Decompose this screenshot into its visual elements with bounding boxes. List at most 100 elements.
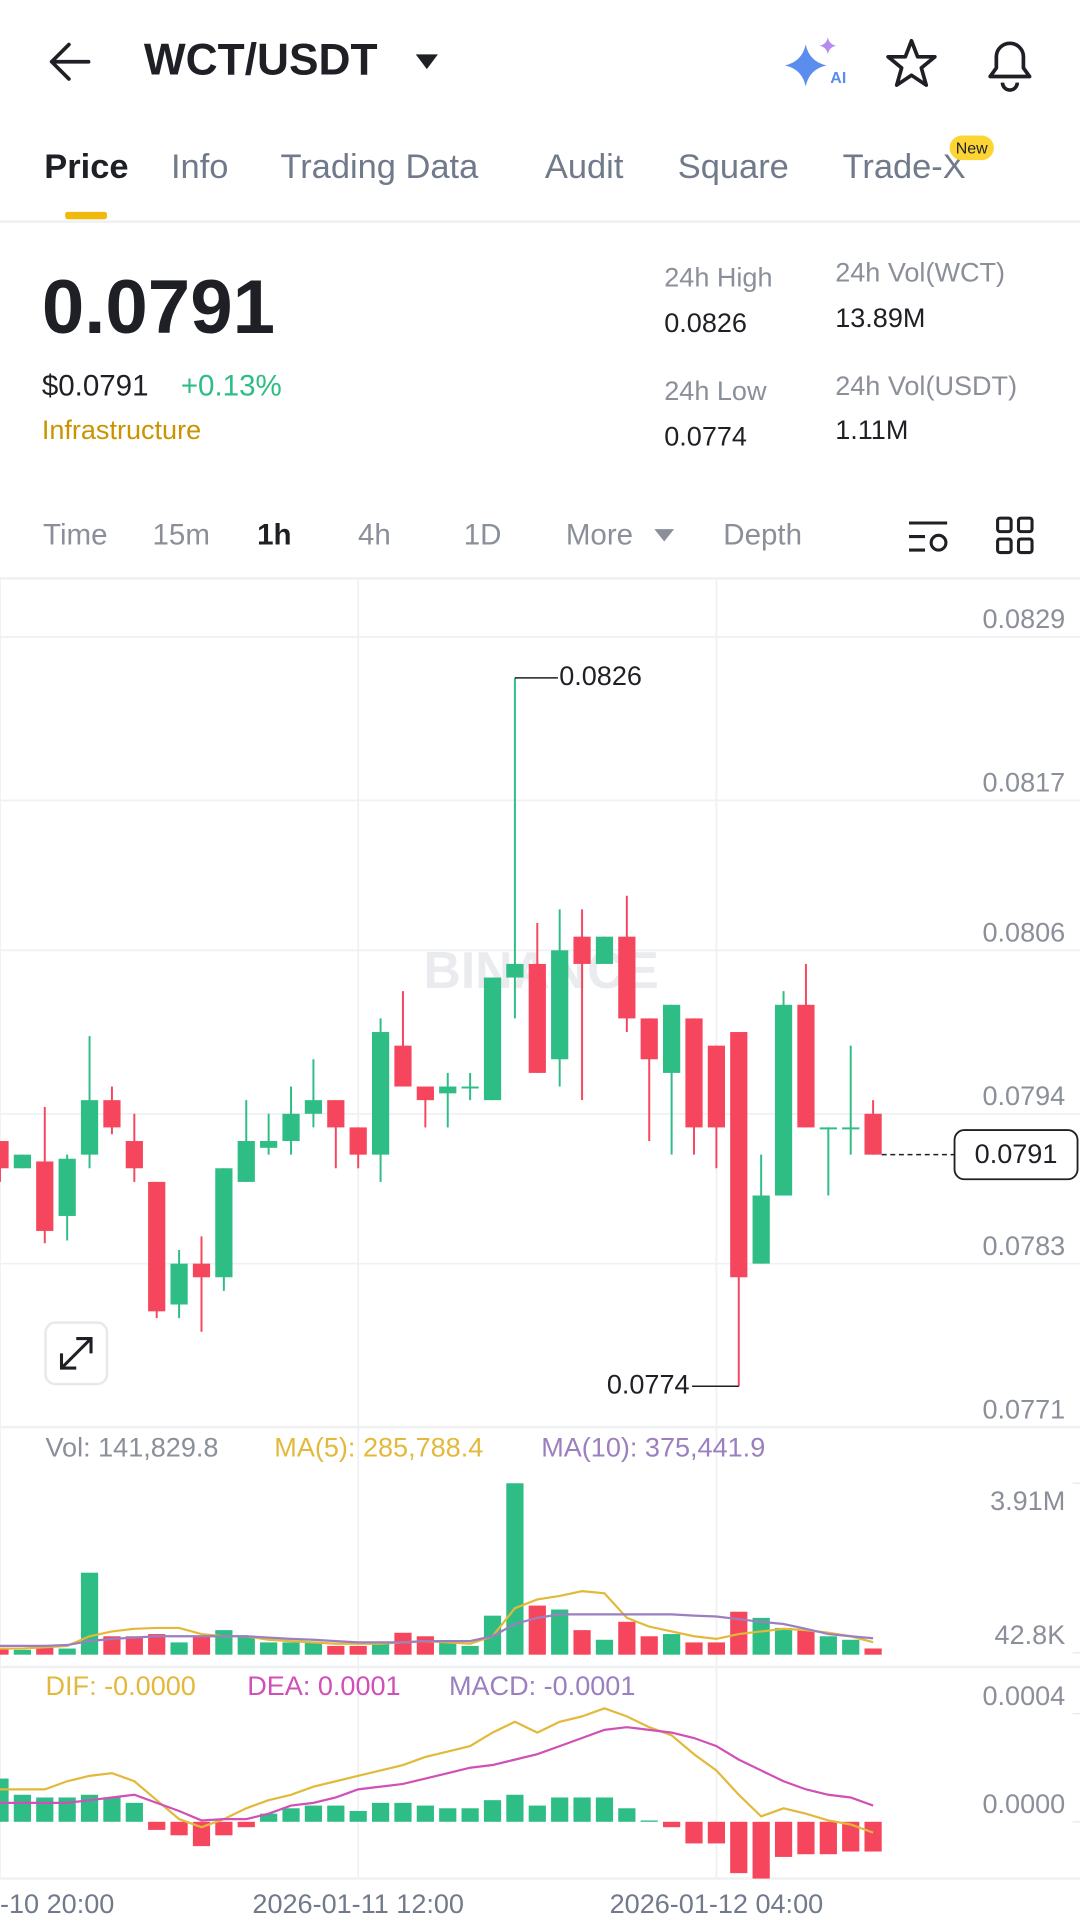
macd-bar (327, 1805, 345, 1822)
macd-bar (282, 1808, 300, 1822)
pair-dropdown[interactable] (415, 54, 438, 70)
x-tick-label: 2026-01-12 04:00 (610, 1889, 824, 1919)
tab[interactable]: Square (678, 148, 789, 186)
layout-button[interactable] (996, 516, 1034, 555)
macd-bar (819, 1821, 837, 1855)
macd-bar (439, 1808, 457, 1822)
volume-bar (282, 1642, 300, 1655)
macd-bar (573, 1797, 591, 1822)
active-tab-indicator (65, 211, 108, 220)
indicator-legend: DIF: -0.0000 (46, 1671, 196, 1701)
stat-value: 0.0826 (664, 308, 747, 338)
macd-bar (618, 1808, 636, 1822)
interval[interactable]: 1D (464, 518, 502, 551)
candle-body (573, 936, 591, 964)
last-price-label: 0.0791 (975, 1139, 1058, 1169)
stat-label: 24h High (664, 263, 772, 293)
layout-cell (996, 516, 1013, 534)
new-badge: New (956, 140, 988, 157)
fullscreen-button[interactable] (44, 1321, 109, 1386)
candle-body (282, 1113, 300, 1142)
volume-bar (36, 1647, 54, 1655)
volume-bar (573, 1630, 591, 1655)
interval[interactable]: 1h (257, 518, 291, 551)
interval[interactable]: 15m (153, 518, 210, 551)
candle-body (551, 950, 569, 1060)
stat-value: 0.0774 (664, 421, 747, 451)
pair-title[interactable]: WCT/USDT (144, 36, 378, 85)
more-dropdown[interactable] (654, 529, 675, 542)
macd-bar (237, 1821, 255, 1828)
candle-body (774, 1004, 793, 1196)
volume-bar (752, 1617, 770, 1655)
candle-body (439, 1086, 457, 1094)
favorite-button[interactable] (886, 38, 937, 87)
volume-bar (640, 1636, 658, 1655)
volume-bar (685, 1642, 703, 1655)
macd-bar (260, 1813, 278, 1822)
volume-bar (349, 1645, 367, 1655)
fullscreen-icon (59, 1337, 93, 1370)
macd-bar (394, 1802, 412, 1822)
macd-bar (36, 1797, 54, 1822)
macd-bar (0, 1778, 9, 1822)
interval[interactable]: Time (43, 518, 108, 551)
candle-body (327, 1100, 345, 1128)
volume-bar (774, 1627, 793, 1655)
layout-cell (1016, 537, 1034, 555)
indicator-legend: Vol: 141,829.8 (46, 1432, 219, 1462)
tab[interactable]: Audit (545, 148, 624, 186)
candle-body (506, 963, 524, 978)
macd-bar (685, 1821, 703, 1844)
macd-bar (663, 1821, 681, 1828)
interval[interactable]: Depth (723, 518, 802, 551)
macd-bar (125, 1802, 143, 1822)
y-tick-label: 0.0771 (983, 1394, 1066, 1424)
tab[interactable]: Price (44, 148, 128, 186)
macd-bar (730, 1821, 748, 1874)
candle-body (304, 1100, 323, 1114)
volume-bar (439, 1642, 457, 1655)
interval[interactable]: More (566, 518, 633, 551)
volume-bar (842, 1639, 860, 1655)
tab[interactable]: Trading Data (280, 148, 479, 186)
candle-body (192, 1263, 211, 1278)
tab[interactable]: Info (171, 148, 228, 186)
indicator-line (0, 1726, 874, 1822)
indicator-line (0, 1707, 874, 1834)
candle-body (237, 1141, 255, 1182)
stat-value: 1.11M (835, 415, 908, 445)
macd-bar (707, 1821, 726, 1844)
volume-bar (797, 1630, 815, 1655)
last-price: 0.0791 (42, 265, 275, 350)
macd-bar (103, 1797, 121, 1822)
indicator-settings[interactable] (909, 521, 948, 552)
candle-body (416, 1086, 434, 1101)
high-label: 0.0826 (559, 661, 642, 691)
volume-bar (103, 1636, 121, 1655)
ai-button[interactable]: AI (784, 37, 847, 87)
candle-body (80, 1100, 99, 1155)
interval[interactable]: 4h (358, 518, 391, 551)
candle-body (797, 1004, 815, 1128)
macd-bar (416, 1805, 434, 1822)
candle-body (0, 1141, 9, 1169)
sector-tag[interactable]: Infrastructure (42, 415, 201, 445)
candle-body (685, 1018, 703, 1128)
volume-bar (237, 1636, 255, 1655)
volume-bar (148, 1634, 166, 1655)
macd-bar (215, 1821, 233, 1836)
y-tick-label: 0.0783 (983, 1231, 1066, 1261)
candle-body (819, 1127, 837, 1130)
volume-bar (595, 1639, 614, 1655)
indicator-legend: MA(5): 285,788.4 (274, 1432, 483, 1462)
volume-bar (170, 1642, 188, 1655)
indicator-legend: MA(10): 375,441.9 (541, 1432, 765, 1462)
y-tick-label: 0.0817 (983, 768, 1066, 798)
back-button[interactable] (49, 42, 91, 81)
last-price-box (953, 1129, 1079, 1181)
alert-button[interactable] (988, 41, 1032, 92)
y-tick-label: 0.0794 (983, 1081, 1066, 1111)
tab[interactable]: Trade-X (843, 148, 966, 186)
interval-bar: Time 15m 1h 4h 1D More Depth (43, 518, 802, 551)
